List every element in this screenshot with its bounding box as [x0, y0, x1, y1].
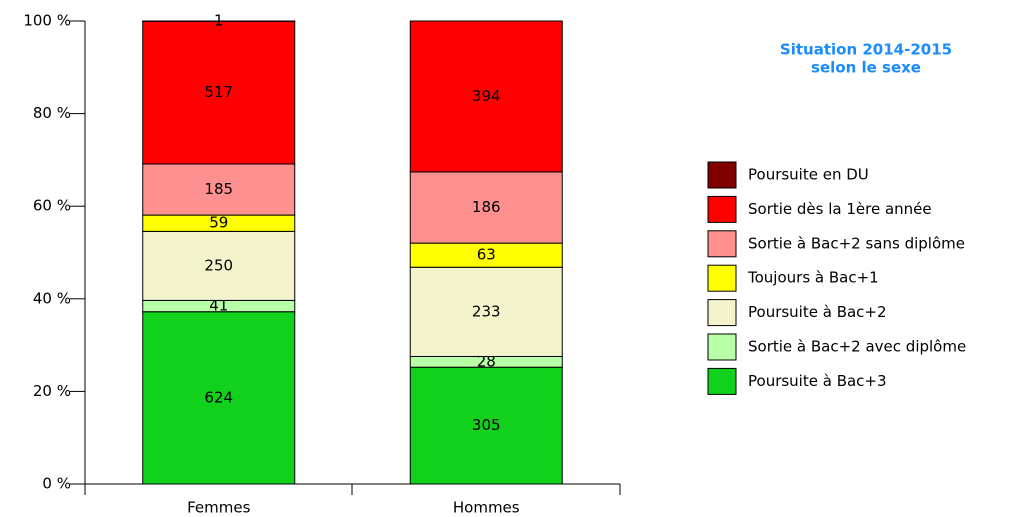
- y-tick-label: 80 %: [33, 104, 71, 122]
- data-label: 185: [204, 180, 233, 198]
- legend-swatch: [707, 264, 737, 292]
- data-label: 41: [209, 297, 228, 315]
- chart-subtitle: selon le sexe: [811, 59, 921, 77]
- data-label: 1: [214, 12, 224, 30]
- data-label: 624: [204, 388, 233, 406]
- legend-label: Poursuite en DU: [748, 166, 869, 184]
- bar-segment: [409, 171, 563, 244]
- data-label: 250: [204, 256, 233, 274]
- data-label: 59: [209, 214, 228, 232]
- bar-segment: [409, 366, 563, 485]
- legend-label: Sortie à Bac+2 sans diplôme: [748, 234, 965, 252]
- legend-swatch: [707, 161, 737, 189]
- legend-swatch: [707, 367, 737, 395]
- legend-label: Poursuite à Bac+2: [748, 303, 887, 321]
- x-tick-label: Femmes: [187, 499, 250, 517]
- data-label: 305: [472, 416, 501, 434]
- y-tick-label: 0 %: [42, 475, 71, 493]
- data-label: 233: [472, 302, 501, 320]
- bar-segment: [142, 230, 296, 301]
- legend-swatch: [707, 230, 737, 258]
- chart-title: Situation 2014-2015: [780, 41, 952, 59]
- legend-swatch: [707, 299, 737, 327]
- x-tick-label: Hommes: [453, 499, 520, 517]
- data-label: 63: [477, 246, 496, 264]
- y-tick-label: 40 %: [33, 289, 71, 307]
- legend-swatch: [707, 333, 737, 361]
- bar-segment: [409, 266, 563, 357]
- legend-label: Sortie à Bac+2 avec diplôme: [748, 338, 966, 356]
- data-label: 517: [204, 83, 233, 101]
- legend-swatch: [707, 195, 737, 223]
- y-tick-label: 100 %: [23, 12, 71, 30]
- legend-label: Toujours à Bac+1: [747, 269, 879, 287]
- bar-segment: [142, 311, 296, 485]
- legend-label: Poursuite à Bac+3: [748, 372, 887, 390]
- y-tick-label: 60 %: [33, 197, 71, 215]
- bar-segment: [142, 163, 296, 216]
- data-label: 394: [472, 87, 501, 105]
- bar-segment: [142, 20, 296, 165]
- bar-segment: [409, 20, 563, 173]
- data-label: 186: [472, 198, 501, 216]
- y-tick-label: 20 %: [33, 382, 71, 400]
- legend-label: Sortie dès la 1ère année: [748, 200, 932, 218]
